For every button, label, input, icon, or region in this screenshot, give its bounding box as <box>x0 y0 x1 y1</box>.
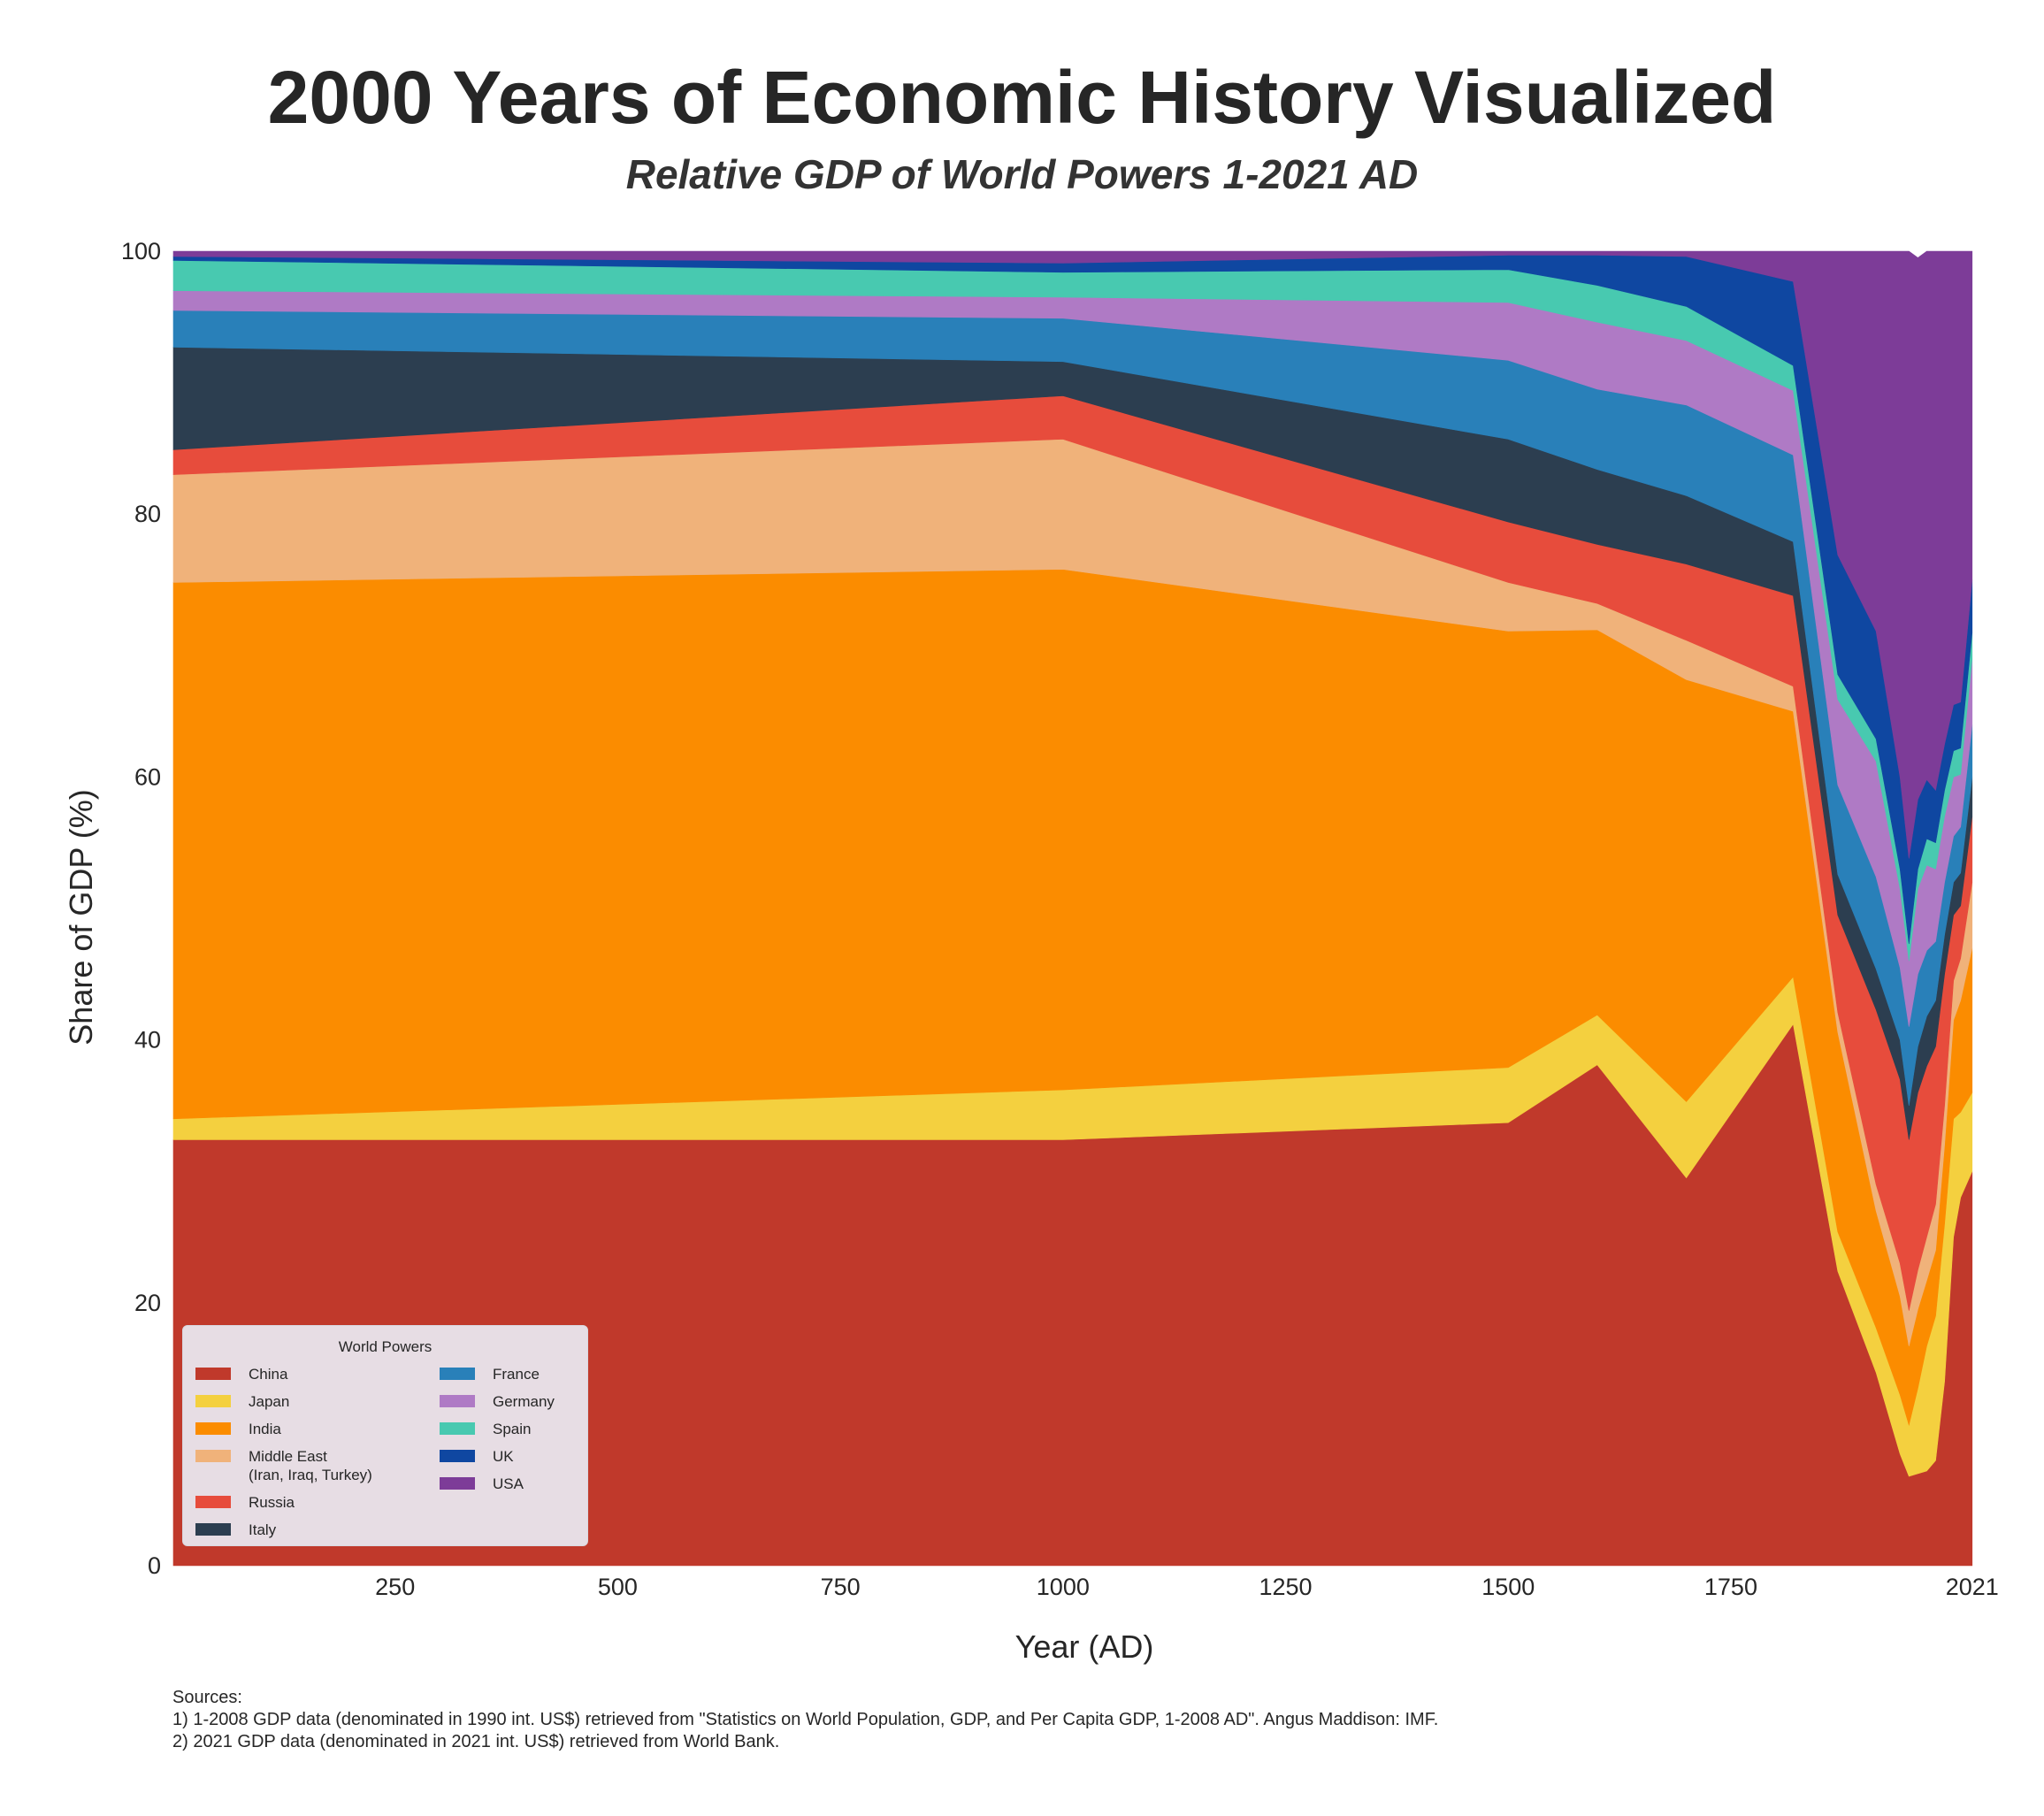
x-axis-label: Year (AD) <box>1015 1628 1154 1665</box>
y-axis-label: Share of GDP (%) <box>63 789 99 1045</box>
legend-label: Russia <box>249 1494 295 1511</box>
area-layers <box>172 250 1973 1567</box>
legend-swatch <box>440 1395 475 1407</box>
x-tick-label: 1750 <box>1704 1574 1757 1600</box>
legend-column-left: China Japan India Middle East (Iran, Iraq, … <box>195 1365 372 1548</box>
legend-label: India <box>249 1421 281 1437</box>
legend: World Powers China Japan India Middle East … <box>182 1325 588 1546</box>
legend-label: Middle East (Iran, Iraq, Turkey) <box>249 1448 372 1483</box>
legend-swatch <box>195 1523 231 1536</box>
y-tick-label: 100 <box>121 238 161 264</box>
legend-title: World Powers <box>338 1338 433 1355</box>
legend-label: Japan <box>249 1393 290 1410</box>
sources-line-1: 1) 1-2008 GDP data (denominated in 1990 … <box>172 1710 1439 1729</box>
x-tick-label: 2021 <box>1946 1574 1999 1600</box>
legend-item-russia: Russia <box>195 1493 372 1512</box>
y-tick-label: 80 <box>134 501 161 527</box>
legend-item-china: China <box>195 1365 372 1383</box>
legend-item-japan: Japan <box>195 1392 372 1411</box>
legend-column-right: France Germany Spain UK USA <box>440 1365 555 1502</box>
legend-swatch <box>195 1368 231 1380</box>
x-tick-label: 750 <box>821 1574 861 1600</box>
legend-label: USA <box>493 1475 524 1492</box>
legend-item-uk: UK <box>440 1447 555 1466</box>
legend-swatch <box>440 1368 475 1380</box>
chart-subtitle: Relative GDP of World Powers 1-2021 AD <box>625 151 1419 197</box>
y-tick-label: 40 <box>134 1027 161 1054</box>
sources-heading: Sources: <box>172 1688 242 1707</box>
legend-item-india: India <box>195 1420 372 1438</box>
legend-swatch <box>195 1395 231 1407</box>
legend-swatch <box>440 1450 475 1462</box>
legend-item-germany: Germany <box>440 1392 555 1411</box>
legend-label: China <box>249 1366 288 1383</box>
legend-label: Italy <box>249 1521 277 1538</box>
x-tick-label: 1500 <box>1481 1574 1535 1600</box>
legend-item-usa: USA <box>440 1475 555 1493</box>
legend-item-middle-east: Middle East (Iran, Iraq, Turkey) <box>195 1447 372 1484</box>
legend-swatch <box>440 1422 475 1435</box>
x-tick-label: 1000 <box>1037 1574 1090 1600</box>
y-tick-label: 20 <box>134 1290 161 1316</box>
legend-label: Spain <box>493 1421 532 1437</box>
legend-label: UK <box>493 1448 514 1465</box>
legend-item-france: France <box>440 1365 555 1383</box>
legend-label: France <box>493 1366 540 1383</box>
x-tick-label: 500 <box>598 1574 638 1600</box>
x-tick-label: 1250 <box>1259 1574 1312 1600</box>
legend-swatch <box>195 1496 231 1508</box>
chart-title: 2000 Years of Economic History Visualize… <box>267 56 1777 139</box>
area-usa <box>172 250 1973 859</box>
legend-swatch <box>195 1450 231 1462</box>
y-tick-label: 0 <box>148 1552 161 1579</box>
legend-item-italy: Italy <box>195 1521 372 1539</box>
legend-swatch <box>195 1422 231 1435</box>
legend-item-spain: Spain <box>440 1420 555 1438</box>
axis-ticks: 250 500 750 1000 1250 1500 1750 2021 0 20 40 60 80 10… <box>121 238 1999 1600</box>
y-tick-label: 60 <box>134 763 161 790</box>
legend-label: Germany <box>493 1393 555 1410</box>
sources-line-2: 2) 2021 GDP data (denominated in 2021 in… <box>172 1732 780 1751</box>
legend-swatch <box>440 1477 475 1490</box>
sources-note: Sources: 1) 1-2008 GDP data (denominated… <box>172 1687 1438 1753</box>
x-tick-label: 250 <box>375 1574 415 1600</box>
